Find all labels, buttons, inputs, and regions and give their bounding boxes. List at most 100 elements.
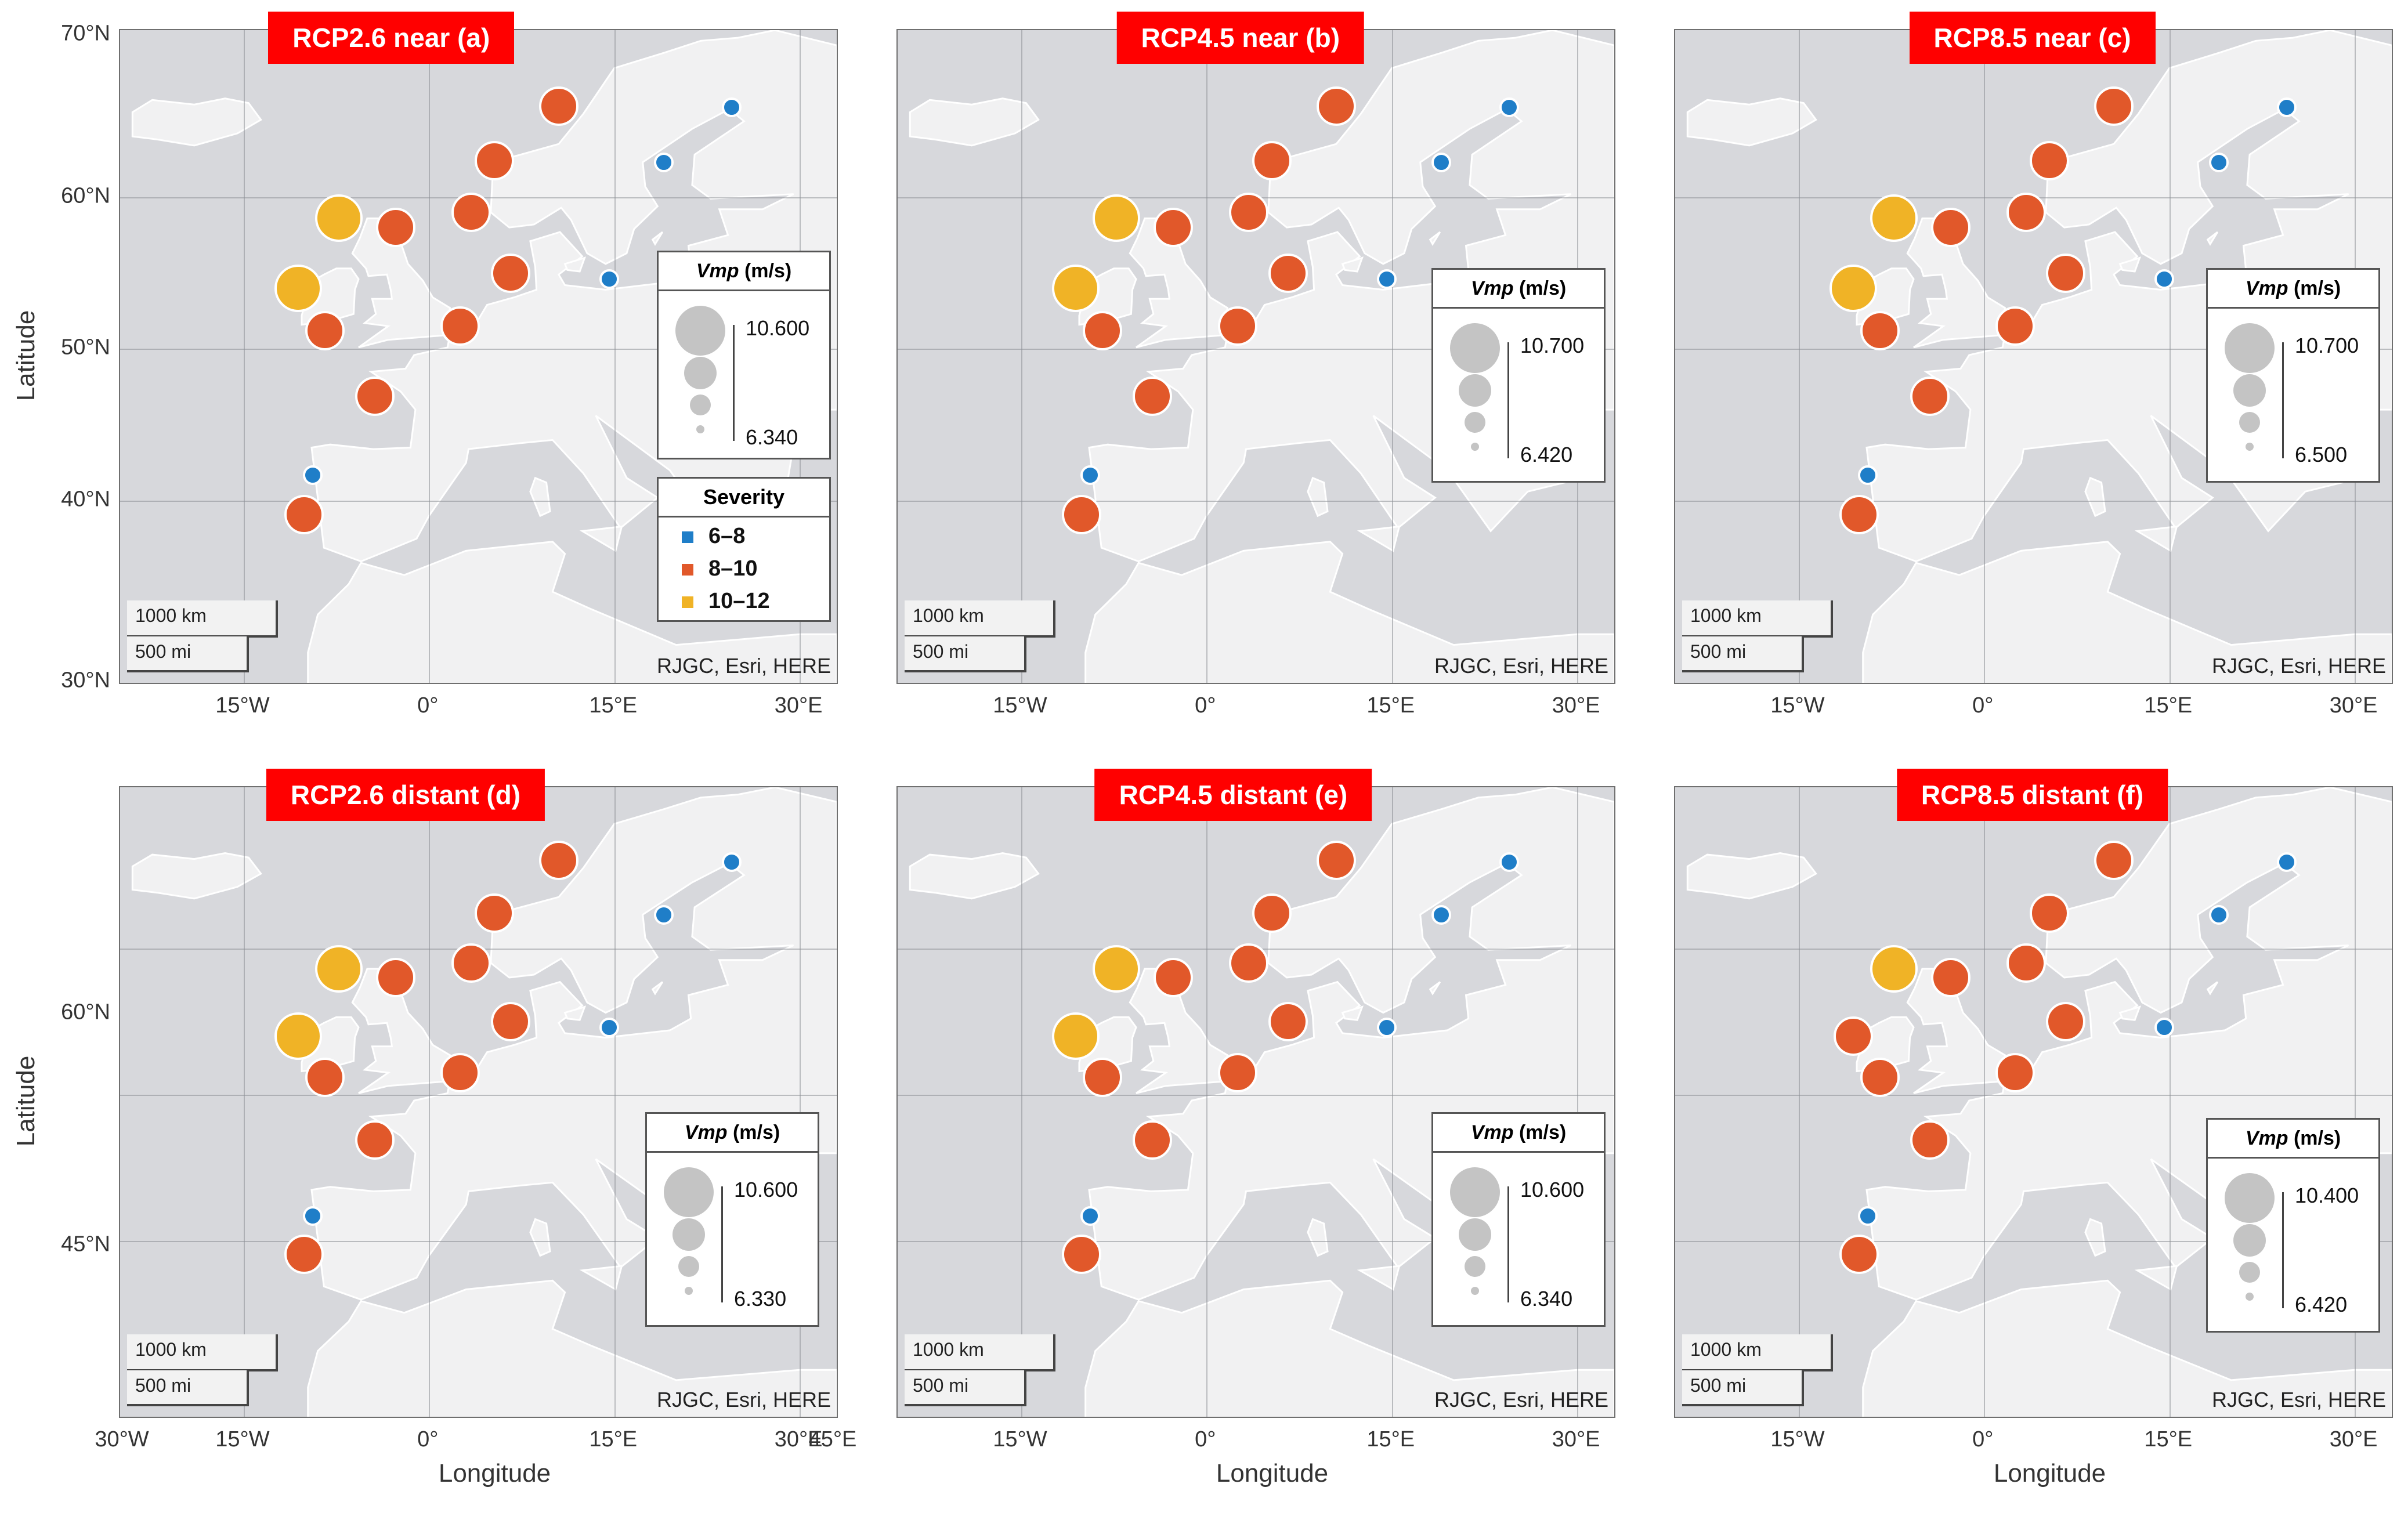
site-marker-baltic-south[interactable] xyxy=(2154,269,2175,289)
site-marker-north-sea-north[interactable] xyxy=(451,943,491,983)
site-marker-scotland-north[interactable] xyxy=(1153,208,1193,248)
map-frame[interactable]: 1000 km 500 mi RJGC, Esri, HERE Vmp (m/s… xyxy=(1674,29,2393,684)
site-marker-ireland-north[interactable] xyxy=(1829,264,1877,312)
site-marker-baltic-south[interactable] xyxy=(1377,269,1397,289)
site-marker-galicia-north[interactable] xyxy=(303,1206,323,1226)
site-marker-north-norway[interactable] xyxy=(2094,841,2134,881)
site-marker-galicia-north[interactable] xyxy=(1858,465,1878,485)
site-marker-scotland-north[interactable] xyxy=(1930,958,1970,998)
site-marker-west-norway[interactable] xyxy=(475,893,515,933)
site-marker-galicia-north[interactable] xyxy=(1080,1206,1101,1226)
site-marker-galicia-north[interactable] xyxy=(303,465,323,485)
site-marker-ireland-south[interactable] xyxy=(1083,1057,1123,1097)
site-marker-west-norway[interactable] xyxy=(2030,141,2070,180)
site-marker-gulf-bothnia-north[interactable] xyxy=(722,852,742,872)
map-frame[interactable]: 1000 km 500 mi RJGC, Esri, HERE Vmp (m/s… xyxy=(1674,786,2393,1418)
site-marker-ireland-north[interactable] xyxy=(274,264,322,312)
site-marker-biscay[interactable] xyxy=(1910,376,1950,416)
longitude-axis-title: Longitude xyxy=(1993,1459,2106,1488)
site-marker-biscay[interactable] xyxy=(355,1120,395,1160)
site-marker-north-sea-south[interactable] xyxy=(440,306,480,346)
site-marker-baltic-south[interactable] xyxy=(599,1017,620,1037)
site-marker-hebrides[interactable] xyxy=(1092,944,1140,993)
site-marker-gulf-bothnia-north[interactable] xyxy=(722,97,742,118)
map-attribution: RJGC, Esri, HERE xyxy=(2211,1388,2386,1412)
site-marker-north-sea-north[interactable] xyxy=(1228,192,1268,232)
map-frame[interactable]: 1000 km 500 mi RJGC, Esri, HERE Vmp (m/s… xyxy=(896,786,1615,1418)
site-marker-denmark-west[interactable] xyxy=(2045,253,2085,293)
map-frame[interactable]: 1000 km 500 mi RJGC, Esri, HERE Vmp (m/s… xyxy=(119,29,838,684)
site-marker-baltic-sweden[interactable] xyxy=(2208,152,2229,172)
site-marker-north-sea-south[interactable] xyxy=(1217,1053,1257,1093)
site-marker-gulf-bothnia-north[interactable] xyxy=(1499,97,1519,118)
site-marker-hebrides[interactable] xyxy=(314,944,363,993)
site-marker-north-sea-north[interactable] xyxy=(451,192,491,232)
site-marker-portugal[interactable] xyxy=(284,1234,324,1274)
site-marker-baltic-sweden[interactable] xyxy=(2208,904,2229,925)
site-marker-scotland-north[interactable] xyxy=(375,208,415,248)
site-marker-denmark-west[interactable] xyxy=(1268,1001,1308,1041)
site-marker-baltic-south[interactable] xyxy=(1377,1017,1397,1037)
site-marker-ireland-north[interactable] xyxy=(1833,1016,1873,1056)
site-marker-biscay[interactable] xyxy=(355,376,395,416)
site-marker-portugal[interactable] xyxy=(284,494,324,534)
site-marker-north-norway[interactable] xyxy=(538,841,579,881)
site-marker-hebrides[interactable] xyxy=(314,194,363,243)
site-marker-ireland-south[interactable] xyxy=(1860,1057,1900,1097)
site-marker-ireland-south[interactable] xyxy=(1860,311,1900,351)
site-marker-biscay[interactable] xyxy=(1132,1120,1172,1160)
site-marker-north-sea-south[interactable] xyxy=(1995,306,2035,346)
site-marker-north-sea-north[interactable] xyxy=(1228,943,1268,983)
site-marker-baltic-sweden[interactable] xyxy=(1431,904,1451,925)
site-marker-ireland-north[interactable] xyxy=(1051,1012,1100,1060)
site-marker-west-norway[interactable] xyxy=(2030,893,2070,933)
site-marker-north-sea-north[interactable] xyxy=(2006,943,2046,983)
site-marker-north-sea-north[interactable] xyxy=(2006,192,2046,232)
site-marker-hebrides[interactable] xyxy=(1092,194,1140,243)
site-marker-baltic-south[interactable] xyxy=(599,269,620,289)
site-marker-gulf-bothnia-north[interactable] xyxy=(1499,852,1519,872)
site-marker-baltic-sweden[interactable] xyxy=(653,904,674,925)
site-marker-north-sea-south[interactable] xyxy=(440,1053,480,1093)
site-marker-ireland-south[interactable] xyxy=(305,1057,345,1097)
site-marker-portugal[interactable] xyxy=(1062,494,1102,534)
site-marker-denmark-west[interactable] xyxy=(1268,253,1308,293)
site-marker-ireland-south[interactable] xyxy=(305,311,345,351)
site-marker-north-norway[interactable] xyxy=(1316,86,1356,126)
site-marker-north-norway[interactable] xyxy=(1316,841,1356,881)
site-marker-portugal[interactable] xyxy=(1839,494,1879,534)
site-marker-hebrides[interactable] xyxy=(1870,944,1918,993)
site-marker-denmark-west[interactable] xyxy=(2045,1001,2085,1041)
site-marker-galicia-north[interactable] xyxy=(1080,465,1101,485)
graticule-meridian xyxy=(1577,787,1579,1417)
site-marker-north-norway[interactable] xyxy=(2094,86,2134,126)
legend-bubble-large xyxy=(675,306,725,356)
site-marker-baltic-south[interactable] xyxy=(2154,1017,2175,1037)
site-marker-north-sea-south[interactable] xyxy=(1995,1053,2035,1093)
site-marker-baltic-sweden[interactable] xyxy=(1431,152,1451,172)
site-marker-north-norway[interactable] xyxy=(538,86,579,126)
site-marker-hebrides[interactable] xyxy=(1870,194,1918,243)
site-marker-galicia-north[interactable] xyxy=(1858,1206,1878,1226)
site-marker-baltic-sweden[interactable] xyxy=(653,152,674,172)
site-marker-ireland-north[interactable] xyxy=(274,1012,322,1060)
site-marker-west-norway[interactable] xyxy=(1252,141,1292,180)
site-marker-denmark-west[interactable] xyxy=(490,1001,530,1041)
map-frame[interactable]: 1000 km 500 mi RJGC, Esri, HERE Vmp (m/s… xyxy=(896,29,1615,684)
site-marker-portugal[interactable] xyxy=(1062,1234,1102,1274)
site-marker-biscay[interactable] xyxy=(1910,1120,1950,1160)
site-marker-portugal[interactable] xyxy=(1839,1234,1879,1274)
site-marker-denmark-west[interactable] xyxy=(490,253,530,293)
site-marker-gulf-bothnia-north[interactable] xyxy=(2277,852,2297,872)
site-marker-ireland-south[interactable] xyxy=(1083,311,1123,351)
site-marker-ireland-north[interactable] xyxy=(1051,264,1100,312)
site-marker-scotland-north[interactable] xyxy=(1153,958,1193,998)
map-frame[interactable]: 1000 km 500 mi RJGC, Esri, HERE Vmp (m/s… xyxy=(119,786,838,1418)
site-marker-scotland-north[interactable] xyxy=(1930,208,1970,248)
site-marker-gulf-bothnia-north[interactable] xyxy=(2277,97,2297,118)
site-marker-west-norway[interactable] xyxy=(1252,893,1292,933)
site-marker-west-norway[interactable] xyxy=(475,141,515,180)
site-marker-scotland-north[interactable] xyxy=(375,958,415,998)
site-marker-north-sea-south[interactable] xyxy=(1217,306,1257,346)
site-marker-biscay[interactable] xyxy=(1132,376,1172,416)
